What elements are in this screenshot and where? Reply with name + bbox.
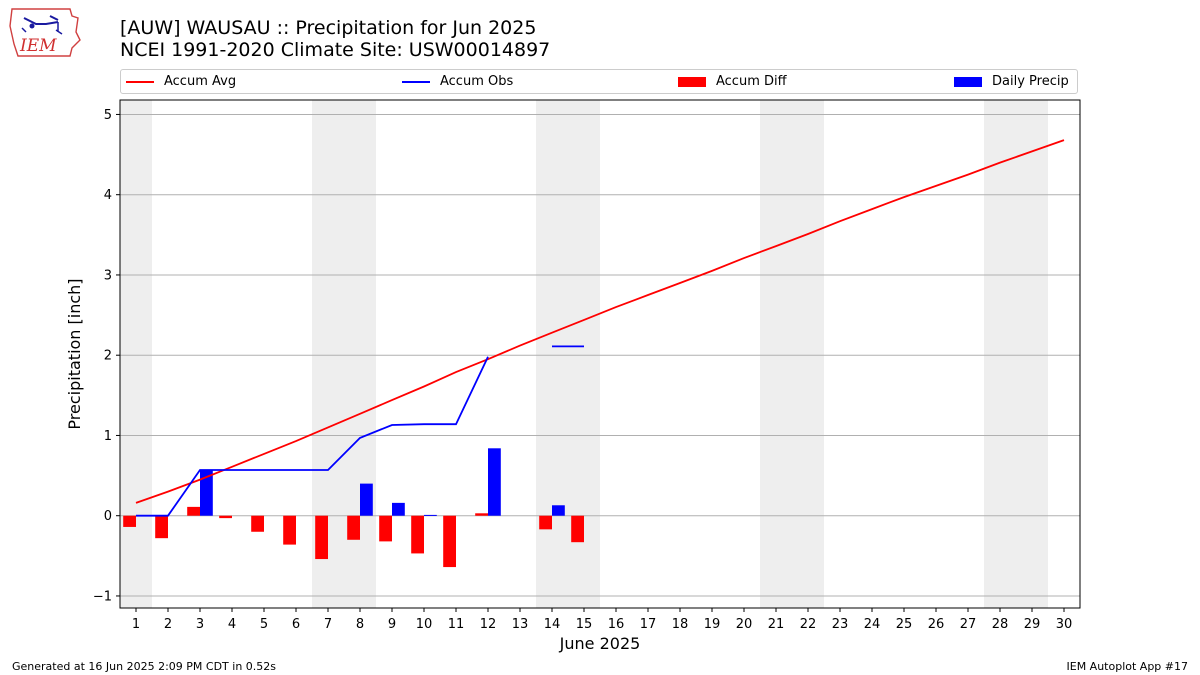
x-tick-label: 23 <box>832 617 849 632</box>
accum-diff-bar <box>411 515 424 554</box>
x-tick-label: 5 <box>260 617 268 632</box>
x-tick-label: 3 <box>196 617 204 632</box>
weekend-band <box>760 100 824 608</box>
x-tick-label: 14 <box>544 617 561 632</box>
x-tick-label: 18 <box>672 617 689 632</box>
x-tick-label: 12 <box>480 617 497 632</box>
x-tick-label: 16 <box>608 617 625 632</box>
y-tick-label: 4 <box>104 188 112 203</box>
accum-diff-bar <box>283 515 296 545</box>
daily-precip-bar <box>360 483 373 516</box>
accum-diff-bar <box>155 515 168 539</box>
accum-diff-bar <box>379 515 392 542</box>
y-tick-label: −1 <box>93 589 112 604</box>
x-tick-label: 10 <box>416 617 433 632</box>
x-tick-label: 1 <box>132 617 140 632</box>
x-tick-label: 25 <box>896 617 913 632</box>
x-tick-label: 2 <box>164 617 172 632</box>
logo-text: IEM <box>19 36 57 56</box>
chart-legend: Accum Avg Accum Obs Accum Diff Daily Pre… <box>120 69 1078 94</box>
legend-swatch <box>402 80 430 83</box>
app-note: IEM Autoplot App #17 <box>1066 660 1189 673</box>
weekend-band <box>312 100 376 608</box>
legend-item-accum-avg: Accum Avg <box>126 74 236 89</box>
y-tick-label: 3 <box>104 268 112 283</box>
x-tick-label: 19 <box>704 617 721 632</box>
legend-item-daily-precip: Daily Precip <box>954 74 1069 89</box>
daily-precip-bar <box>200 469 213 516</box>
accum-obs-line <box>136 356 489 517</box>
legend-label: Accum Diff <box>716 74 787 89</box>
chart-title: [AUW] WAUSAU :: Precipitation for Jun 20… <box>120 17 537 39</box>
accum-avg-line <box>135 139 1065 504</box>
accum-diff-bar <box>571 515 584 543</box>
accum-diff-bar <box>347 515 360 540</box>
accum-diff-bar <box>315 515 328 560</box>
accum-diff-bar <box>475 513 488 516</box>
x-tick-label: 15 <box>576 617 593 632</box>
generated-note: Generated at 16 Jun 2025 2:09 PM CDT in … <box>12 660 277 673</box>
y-tick-label: 2 <box>104 349 112 364</box>
x-tick-label: 27 <box>960 617 977 632</box>
daily-precip-bar <box>488 448 501 516</box>
daily-precip-bar <box>552 505 565 516</box>
weekend-band <box>120 100 152 608</box>
y-tick-label: 0 <box>104 509 112 524</box>
accum-diff-bar <box>443 515 456 568</box>
legend-label: Daily Precip <box>992 74 1069 89</box>
x-tick-label: 6 <box>292 617 300 632</box>
x-tick-label: 20 <box>736 617 753 632</box>
y-tick-label: 5 <box>104 108 112 123</box>
x-tick-label: 26 <box>928 617 945 632</box>
x-tick-label: 29 <box>1024 617 1041 632</box>
accum-diff-bar <box>539 515 552 530</box>
weekend-band <box>984 100 1048 608</box>
accum-diff-bar <box>251 515 264 532</box>
accum-diff-bar <box>219 515 232 519</box>
x-tick-label: 7 <box>324 617 332 632</box>
x-tick-label: 11 <box>448 617 465 632</box>
daily-precip-bar <box>392 502 405 516</box>
x-tick-label: 9 <box>388 617 396 632</box>
iem-logo: IEM <box>9 8 81 57</box>
chart-subtitle: NCEI 1991-2020 Climate Site: USW00014897 <box>120 39 551 61</box>
x-tick-label: 22 <box>800 617 817 632</box>
x-tick-label: 28 <box>992 617 1009 632</box>
x-tick-label: 30 <box>1056 617 1073 632</box>
x-tick-label: 8 <box>356 617 364 632</box>
y-tick-label: 1 <box>104 429 112 444</box>
x-tick-label: 21 <box>768 617 785 632</box>
x-tick-label: 17 <box>640 617 657 632</box>
weekend-band <box>536 100 600 608</box>
legend-swatch <box>126 80 154 83</box>
legend-swatch <box>954 76 982 87</box>
x-axis-label: June 2025 <box>559 634 641 653</box>
daily-precip-bar <box>424 514 437 516</box>
plot-frame <box>119 99 1081 609</box>
legend-swatch <box>678 76 706 87</box>
accum-diff-bar <box>187 506 200 516</box>
legend-item-accum-obs: Accum Obs <box>402 74 513 89</box>
legend-label: Accum Avg <box>164 74 237 89</box>
accum-diff-bar <box>123 515 136 527</box>
legend-item-accum-diff: Accum Diff <box>678 74 787 89</box>
x-tick-label: 4 <box>228 617 236 632</box>
x-tick-label: 24 <box>864 617 881 632</box>
y-axis-label: Precipitation [inch] <box>65 278 84 429</box>
x-tick-label: 13 <box>512 617 529 632</box>
legend-label: Accum Obs <box>440 74 514 89</box>
